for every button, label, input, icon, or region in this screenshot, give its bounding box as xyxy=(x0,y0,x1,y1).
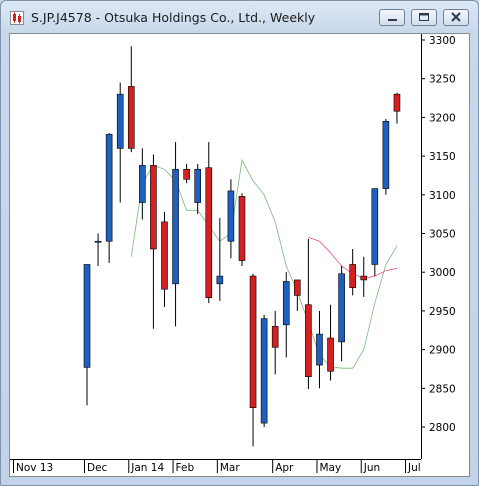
x-tick-label-1: Dec xyxy=(87,462,108,474)
candle-24 xyxy=(349,248,356,296)
close-button[interactable] xyxy=(443,9,469,26)
minimize-button[interactable] xyxy=(379,9,405,26)
chart-area: 2800 2850 2900 2950 3000 3050 3100 3150 3200 3250… xyxy=(9,33,470,477)
x-tick-label-5: Apr xyxy=(275,462,294,474)
candle-13 xyxy=(227,179,235,259)
x-tick-label-4: Mar xyxy=(220,462,240,474)
candle-body xyxy=(294,279,301,296)
y-tick-label-3150: 3150 xyxy=(429,151,456,163)
candle-body xyxy=(216,275,224,285)
candle-9 xyxy=(183,163,190,184)
candle-body xyxy=(161,221,168,290)
x-tick-label-2: Jan 14 xyxy=(130,462,164,474)
candle-0 xyxy=(83,264,91,406)
candle-22 xyxy=(327,304,334,381)
minimize-icon xyxy=(388,19,397,21)
candle-body xyxy=(382,120,390,189)
y-tick-label-3000: 3000 xyxy=(429,267,456,279)
candle-body xyxy=(249,275,257,408)
candle-body xyxy=(127,86,135,149)
y-tick-label-3300: 3300 xyxy=(429,35,456,47)
candle-body xyxy=(150,165,157,250)
candle-body xyxy=(271,326,279,348)
chart-app-icon xyxy=(10,11,24,25)
candle-15 xyxy=(249,273,257,447)
candle-body xyxy=(194,168,201,203)
y-tick-label-2950: 2950 xyxy=(429,306,456,318)
candle-2 xyxy=(105,132,113,263)
candle-body xyxy=(183,168,190,180)
candle-1 xyxy=(94,233,102,267)
candle-10 xyxy=(194,163,201,215)
y-tick-label-3100: 3100 xyxy=(429,190,456,202)
candle-body xyxy=(205,167,213,299)
candle-body xyxy=(172,168,179,285)
candle-18 xyxy=(282,272,290,358)
candle-5 xyxy=(139,148,146,220)
y-tick-label-3250: 3250 xyxy=(429,74,456,86)
candle-14 xyxy=(238,193,246,267)
candle-body xyxy=(238,196,246,261)
y-tick-label-3050: 3050 xyxy=(429,229,456,241)
y-tick-label-2900: 2900 xyxy=(429,345,456,357)
candle-body xyxy=(116,93,124,149)
candle-23 xyxy=(338,266,345,362)
candle-body xyxy=(105,134,113,242)
x-tick-label-0: Nov 13 xyxy=(16,462,53,474)
candle-body xyxy=(327,337,334,372)
candle-body xyxy=(282,281,290,326)
candle-25 xyxy=(360,256,368,297)
candle-12 xyxy=(216,218,224,301)
candle-7 xyxy=(161,211,168,308)
candle-3 xyxy=(116,82,124,203)
candle-body xyxy=(393,93,401,112)
y-tick-label-3200: 3200 xyxy=(429,112,456,124)
y-tick-label-2800: 2800 xyxy=(429,422,456,434)
candle-21 xyxy=(316,310,323,389)
candle-body xyxy=(83,264,91,368)
candle-4 xyxy=(127,46,135,153)
candle-26 xyxy=(371,188,379,277)
x-tick-label-8: Jul xyxy=(407,462,421,474)
candle-11 xyxy=(205,142,213,304)
x-tick-label-7: Jun xyxy=(363,462,380,474)
candle-16 xyxy=(260,314,268,427)
candle-body xyxy=(260,318,268,424)
candlestick-chart: 2800 2850 2900 2950 3000 3050 3100 3150 3200 3250… xyxy=(10,34,456,474)
candle-body xyxy=(94,240,102,243)
candle-19 xyxy=(294,279,301,311)
window-title: S.JP.J4578 - Otsuka Holdings Co., Ltd., … xyxy=(31,10,316,25)
candle-body xyxy=(139,165,146,203)
candle-27 xyxy=(382,118,390,195)
candle-8 xyxy=(172,142,179,327)
close-icon xyxy=(451,12,461,22)
candle-6 xyxy=(150,154,157,329)
candle-20 xyxy=(305,238,312,390)
y-tick-label-2850: 2850 xyxy=(429,383,456,395)
x-tick-label-6: May xyxy=(319,462,341,474)
candle-body xyxy=(338,273,345,343)
candle-28 xyxy=(393,92,401,124)
candle-body xyxy=(227,190,235,242)
candle-body xyxy=(371,188,379,265)
candle-body xyxy=(349,264,356,288)
candle-body xyxy=(305,304,312,377)
title-bar[interactable]: S.JP.J4578 - Otsuka Holdings Co., Ltd., … xyxy=(1,1,478,33)
maximize-button[interactable] xyxy=(411,9,437,26)
x-tick-label-3: Feb xyxy=(176,462,195,474)
maximize-icon xyxy=(419,13,429,21)
candle-body xyxy=(316,333,323,366)
candle-17 xyxy=(271,310,279,375)
candle-body xyxy=(360,275,368,281)
